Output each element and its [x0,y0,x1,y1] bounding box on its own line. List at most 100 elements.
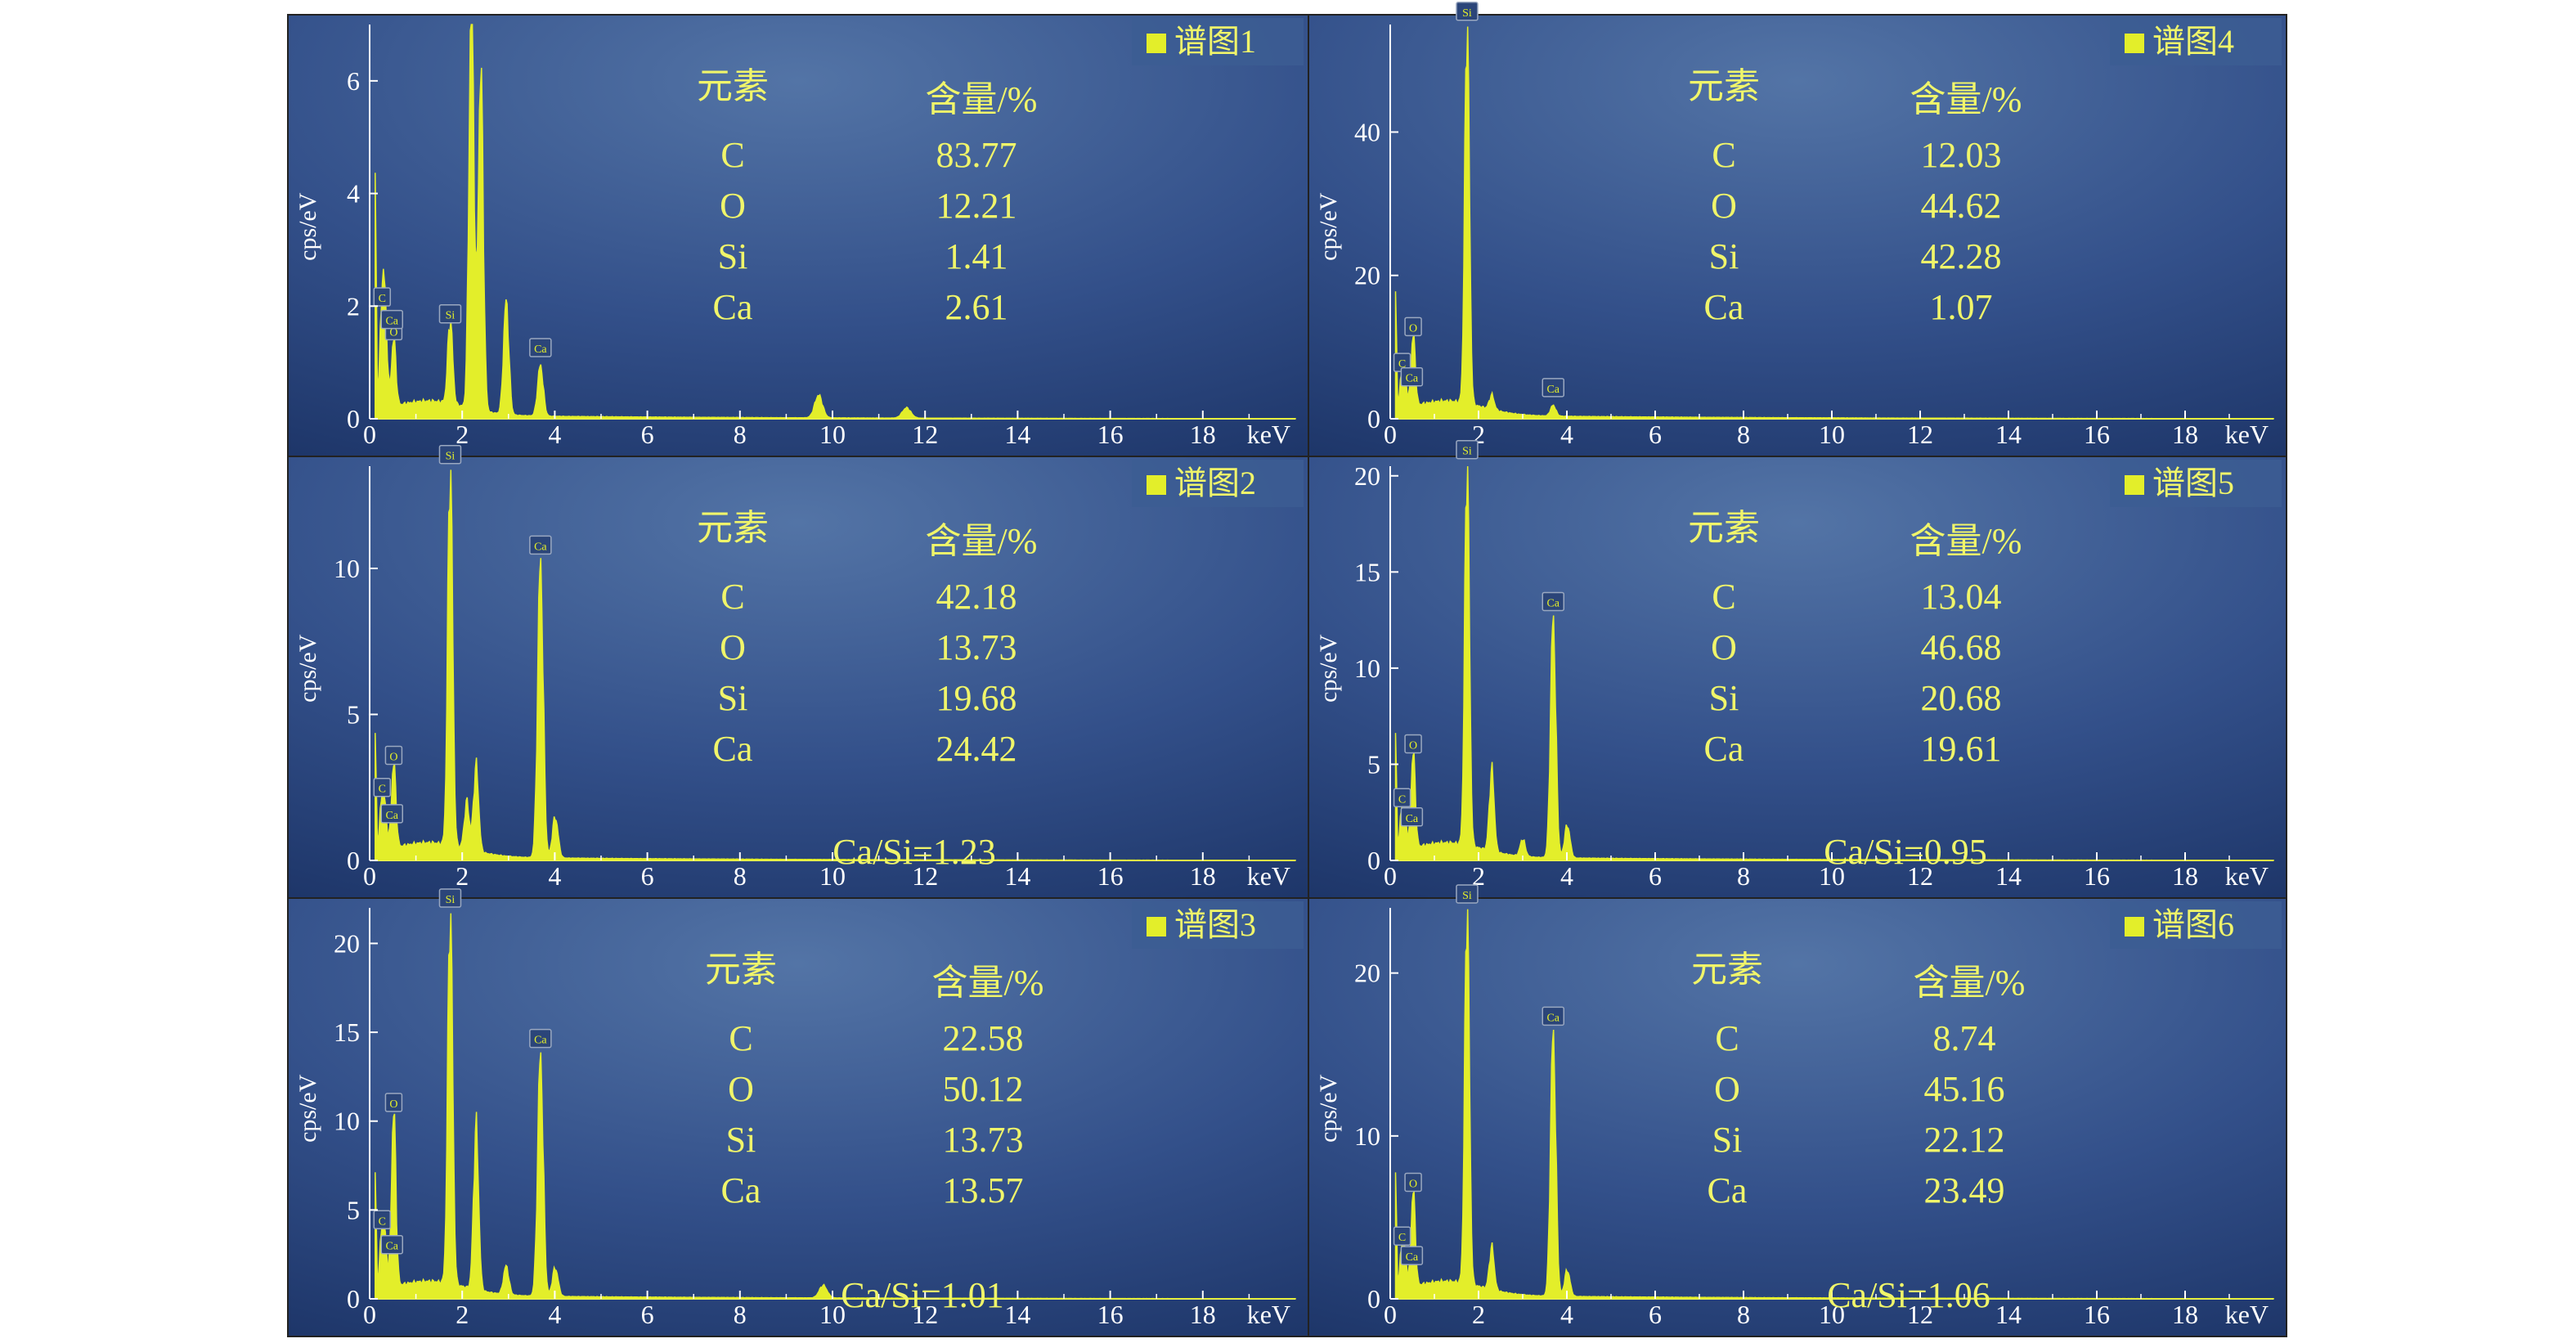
table-cell-value: 12.03 [1921,135,2002,175]
peak-label-ca: Ca [380,309,403,330]
x-tick-label: 10 [1819,1300,1845,1329]
peak-label-ca: Ca [1400,1246,1424,1265]
x-tick-label: 16 [2084,861,2110,891]
table-cell-element: C [1712,577,1735,617]
x-tick-label: 10 [1819,420,1845,449]
peak-label-o: O [384,745,403,766]
x-tick-label: 8 [734,861,747,891]
table-header-element: 元素 [697,66,769,106]
x-tick-label: 2 [456,861,469,891]
y-tick-label: 0 [347,1284,360,1314]
x-tick-label: 12 [912,861,938,891]
y-tick-label: 0 [347,846,360,875]
peak-label-si: Si [438,303,462,324]
table-cell-value: 13.73 [936,627,1017,667]
y-axis-label: cps/eV [1315,192,1342,261]
y-tick-label: 20 [1354,959,1380,988]
peak-label-ca: Ca [529,1028,552,1049]
table-cell-element: O [1711,186,1737,226]
peak-label-o: O [384,1093,403,1112]
y-tick-label: 2 [347,291,360,321]
svg-text:O: O [1409,739,1417,752]
table-cell-element: O [720,186,746,226]
y-axis-label: cps/eV [294,192,321,261]
table-cell-value: 8.74 [1933,1018,1996,1058]
y-tick-label: 5 [347,699,360,729]
x-tick-label: 14 [1004,1300,1030,1329]
x-tick-label: 0 [1384,420,1397,449]
peak-label-si: Si [438,888,462,908]
table-header-content: 含量/% [1910,79,2022,119]
svg-text:Ca: Ca [1546,597,1560,609]
table-header-element: 元素 [1688,508,1760,548]
table-cell-element: O [1711,627,1737,667]
table-cell-value: 1.07 [1930,287,1993,327]
svg-text:C: C [1398,358,1406,371]
svg-text:Si: Si [1462,890,1472,902]
x-tick-label: 12 [1907,1300,1933,1329]
ca-si-ratio: Ca/Si=1.23 [832,832,996,872]
x-tick-label: 6 [641,861,654,891]
table-cell-value: 46.68 [1921,627,2002,667]
svg-text:C: C [379,1215,386,1228]
x-unit-label: keV [2225,420,2269,449]
legend-title: 谱图6 [2110,901,2282,949]
table-cell-value: 42.28 [1921,236,2002,276]
spectrum-area [1394,465,2274,861]
table-header-content: 含量/% [926,79,1038,119]
legend-swatch [2125,475,2144,495]
svg-text:Ca: Ca [385,316,398,328]
x-tick-label: 14 [1995,1300,2022,1329]
table-cell-value: 22.12 [1924,1120,2005,1160]
svg-text:O: O [389,751,397,763]
legend-swatch [1147,34,1166,53]
table-header-element: 元素 [705,950,777,990]
x-tick-label: 6 [1649,861,1662,891]
y-tick-label: 4 [347,179,360,209]
x-tick-label: 0 [363,861,376,891]
y-tick-label: 20 [334,928,360,958]
peak-label-ca: Ca [1542,378,1565,398]
y-tick-label: 0 [1367,1284,1380,1314]
x-tick-label: 0 [1384,1300,1397,1329]
table-cell-element: Ca [721,1170,761,1210]
peak-label-ca: Ca [1400,807,1424,827]
peak-label-c: C [373,777,392,797]
peak-label-ca: Ca [1400,366,1424,387]
legend-swatch [1147,917,1166,937]
table-cell-value: 13.73 [943,1120,1024,1160]
table-cell-value: 83.77 [936,135,1017,175]
table-cell-element: C [720,135,744,175]
table-cell-value: 44.62 [1921,186,2002,226]
table-header-content: 含量/% [1914,963,2026,1003]
table-cell-value: 13.04 [1921,577,2002,617]
y-tick-label: 6 [347,66,360,96]
spectrum-area [375,913,1296,1300]
peak-label-si: Si [1456,2,1479,21]
svg-text:Ca: Ca [385,810,398,822]
x-tick-label: 6 [641,1300,654,1329]
x-tick-label: 2 [456,420,469,449]
svg-text:C: C [379,784,386,796]
panel-background [1308,14,2287,457]
table-cell-element: Ca [1708,1170,1748,1210]
y-tick-label: 20 [1354,461,1380,491]
panel-background [287,14,1309,457]
x-tick-label: 10 [819,1300,846,1329]
table-cell-element: Si [1709,678,1739,718]
x-tick-label: 16 [2084,1300,2110,1329]
svg-text:Si: Si [446,310,456,322]
y-axis-label: cps/eV [1315,634,1342,703]
table-cell-element: Ca [713,729,753,769]
chart-title: 谱图4 [2152,23,2234,60]
svg-text:Ca: Ca [534,1035,547,1047]
y-tick-label: 10 [334,1107,360,1136]
x-unit-label: keV [2225,1300,2269,1329]
table-cell-value: 23.49 [1924,1170,2005,1210]
x-tick-label: 10 [819,861,846,891]
